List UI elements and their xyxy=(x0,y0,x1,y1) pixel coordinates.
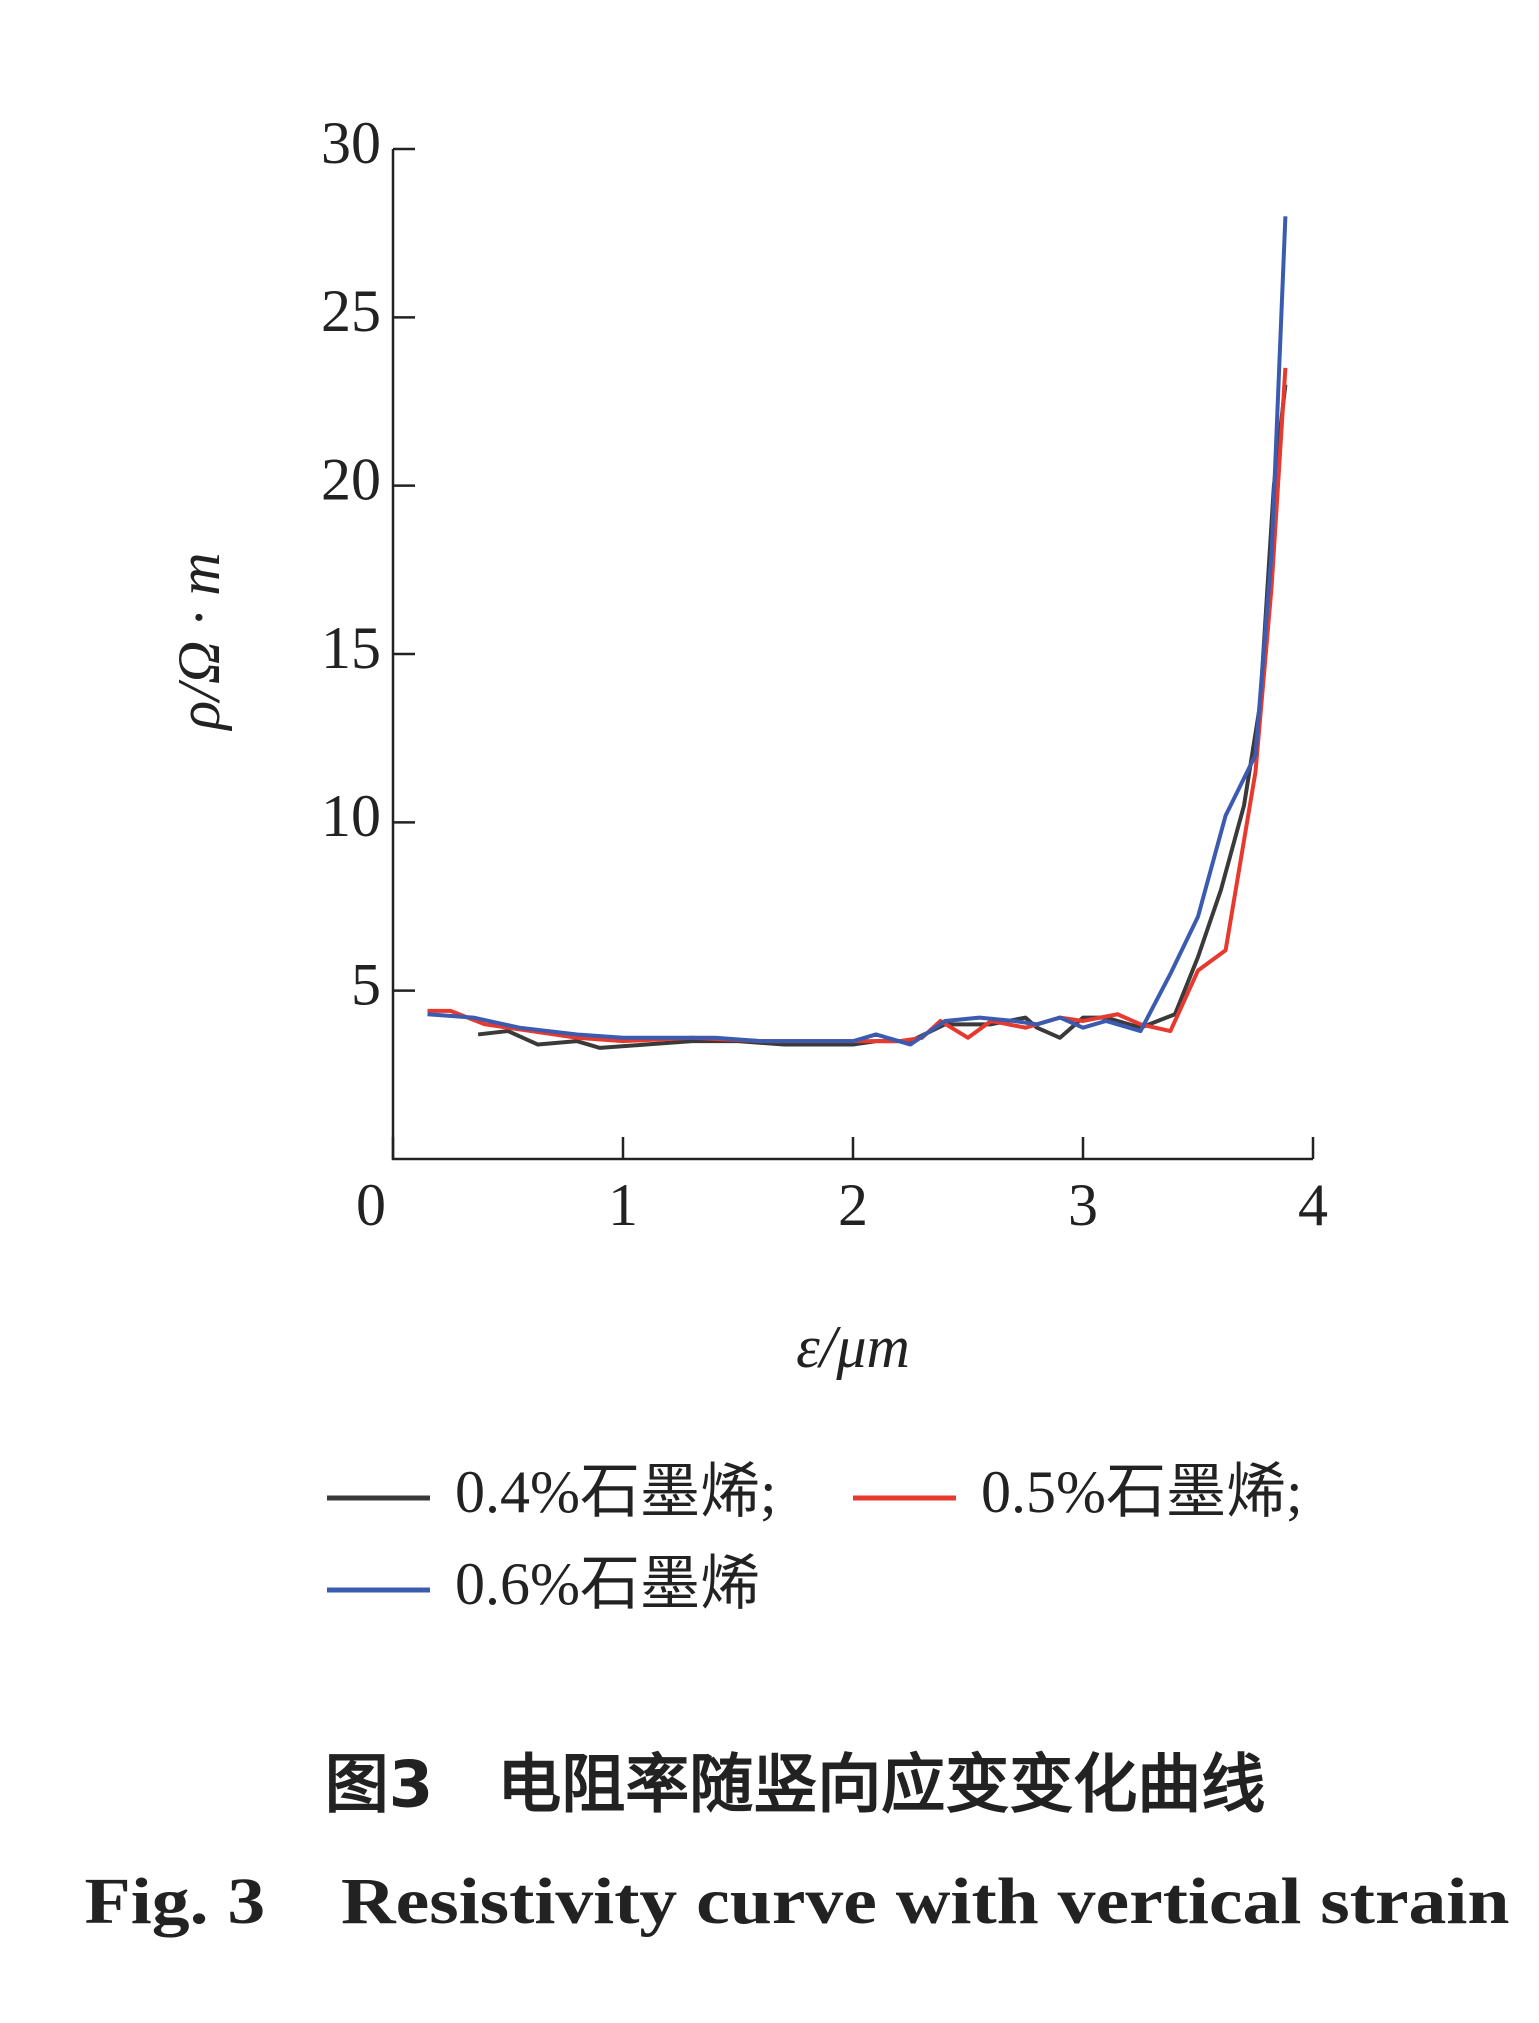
x-tick-label: 4 xyxy=(1298,1172,1328,1238)
caption-en: Fig. 3 Resistivity curve with vertical s… xyxy=(85,1865,1510,1938)
legend-label: 0.6%石墨烯 xyxy=(455,1551,760,1617)
caption-cn: 图3 电阻率随竖向应变变化曲线 xyxy=(325,1749,1266,1823)
y-tick-label: 10 xyxy=(321,783,381,849)
y-axis-label: ρ/Ω · m xyxy=(166,552,232,731)
x-tick-label: 0 xyxy=(356,1172,386,1238)
y-tick-label: 5 xyxy=(351,951,381,1017)
series-line xyxy=(477,384,1288,1050)
legend-label: 0.4%石墨烯; xyxy=(455,1459,777,1525)
axes xyxy=(391,149,1313,1161)
y-tick-label: 30 xyxy=(321,110,381,176)
x-tick-label: 3 xyxy=(1068,1172,1098,1238)
x-tick-label: 2 xyxy=(838,1172,868,1238)
x-tick-label: 1 xyxy=(608,1172,638,1238)
x-axis-label: ε/μm xyxy=(796,1314,910,1380)
y-tick-label: 20 xyxy=(321,446,381,512)
legend-label: 0.5%石墨烯; xyxy=(981,1459,1303,1525)
series-line xyxy=(427,367,1288,1044)
y-tick-label: 15 xyxy=(321,615,381,681)
y-tick-label: 25 xyxy=(321,278,381,344)
series-line xyxy=(427,216,1288,1047)
